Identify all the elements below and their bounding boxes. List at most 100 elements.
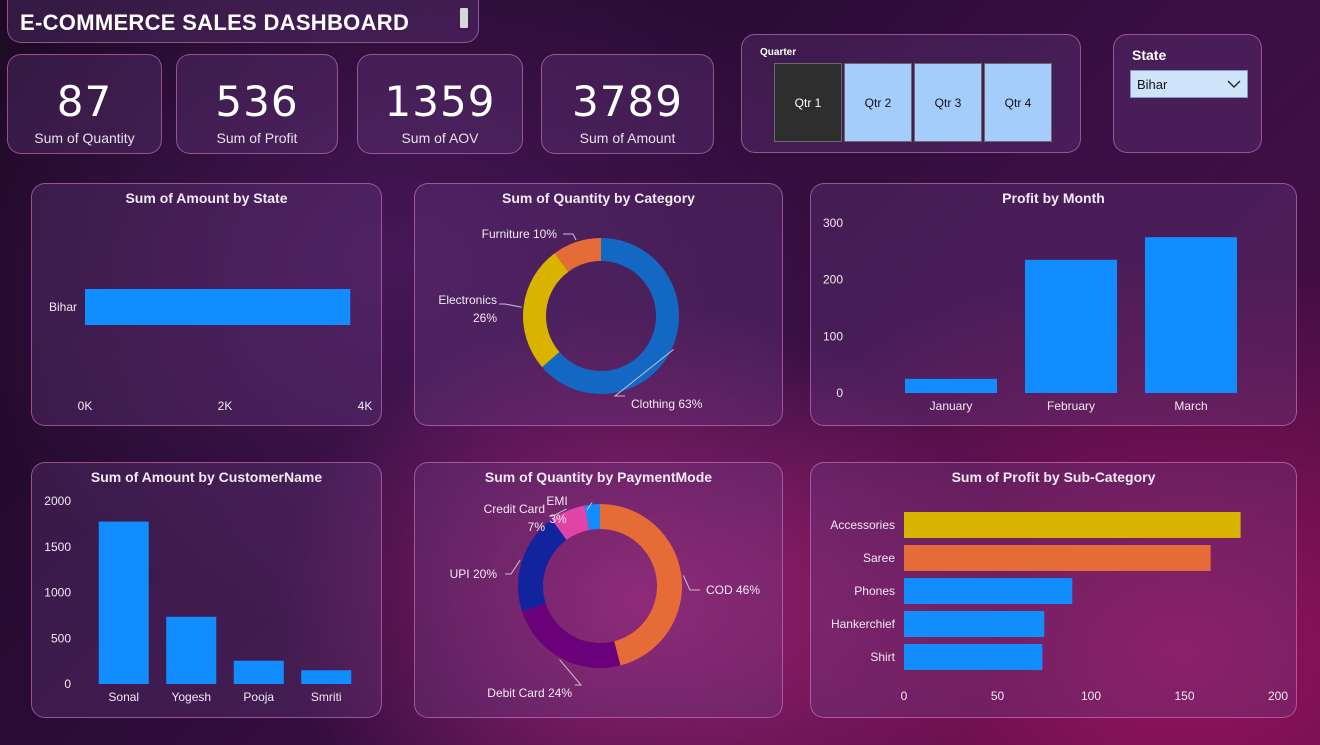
- quarter-button-q3[interactable]: Qtr 3: [914, 63, 982, 142]
- bar-sonal: [98, 521, 149, 684]
- state-dropdown-value: Bihar: [1137, 77, 1168, 92]
- quarter-button-q4[interactable]: Qtr 4: [984, 63, 1052, 142]
- slice-debit-card: [522, 603, 621, 668]
- bar-saree: [904, 545, 1211, 571]
- qty-by-category-visual: Sum of Quantity by Category Clothing 63%…: [414, 183, 783, 426]
- slice-label: COD 46%: [706, 583, 760, 597]
- x-tick-label: 0K: [78, 399, 93, 413]
- chevron-down-icon: [1227, 80, 1241, 88]
- kpi-card-quantity: 87 Sum of Quantity: [7, 54, 162, 154]
- category-label: Hankerchief: [831, 617, 896, 631]
- bar-smriti: [301, 670, 352, 684]
- bar-bihar: [85, 289, 351, 325]
- category-label: Smriti: [311, 690, 342, 704]
- qty-by-payment-chart: COD 46% Debit Card 24% UPI 20% Credit Card 7…: [450, 494, 761, 700]
- kpi-value: 3789: [572, 77, 683, 126]
- bar-january: [905, 378, 997, 393]
- profit-by-month-visual: Profit by Month January February March 0 100…: [810, 183, 1297, 426]
- qty-by-category-chart: Clothing 63% Electronics 26% Furniture 10%: [438, 227, 703, 411]
- chart-title: Sum of Amount by State: [125, 190, 288, 206]
- category-label: Phones: [854, 584, 895, 598]
- state-slicer-label: State: [1132, 47, 1167, 63]
- kpi-value: 536: [215, 77, 299, 126]
- slice-electronics: [523, 253, 569, 368]
- leader-line: [549, 508, 567, 517]
- chart-title: Profit by Month: [1002, 190, 1105, 206]
- x-tick-label: 200: [1268, 689, 1288, 703]
- leader-line: [613, 348, 675, 397]
- y-tick-label: 2000: [44, 494, 71, 508]
- bar-hankerchief: [904, 611, 1045, 637]
- leader-line: [682, 575, 700, 591]
- amount-by-state-visual: Sum of Amount by State Bihar 0K 2K 4K: [31, 183, 382, 426]
- slice-upi: [518, 519, 567, 612]
- y-tick-label: 1000: [44, 586, 71, 600]
- category-label: Bihar: [49, 300, 77, 314]
- scroll-handle-icon[interactable]: [460, 8, 468, 28]
- y-tick-label: 0: [64, 677, 71, 691]
- quarter-button-q1[interactable]: Qtr 1: [774, 63, 842, 142]
- qty-by-payment-visual: Sum of Quantity by PaymentMode COD 46% De…: [414, 462, 783, 718]
- kpi-card-aov: 1359 Sum of AOV: [357, 54, 523, 154]
- category-label: Sonal: [108, 690, 139, 704]
- chart-title: Sum of Amount by CustomerName: [90, 469, 323, 485]
- kpi-card-profit: 536 Sum of Profit: [176, 54, 338, 154]
- page-title: E-COMMERCE SALES DASHBOARD: [20, 10, 410, 35]
- x-tick-label: 150: [1174, 689, 1194, 703]
- title-banner: E-COMMERCE SALES DASHBOARD: [7, 0, 479, 43]
- slice-label: Clothing 63%: [631, 397, 703, 411]
- y-tick-label: 500: [51, 631, 71, 645]
- x-tick-label: 2K: [218, 399, 233, 413]
- category-label: February: [1047, 399, 1095, 413]
- bar-accessories: [904, 512, 1241, 538]
- y-tick-label: 300: [823, 216, 843, 230]
- quarter-button-q2[interactable]: Qtr 2: [844, 63, 912, 142]
- bar-shirt: [904, 644, 1043, 670]
- amount-by-customer-visual: Sum of Amount by CustomerName Sonal Yoges…: [31, 462, 382, 718]
- slice-label-value: 26%: [473, 311, 497, 325]
- leader-line: [563, 233, 577, 241]
- x-tick-label: 4K: [358, 399, 373, 413]
- bar-february: [1025, 259, 1117, 393]
- category-label: January: [930, 399, 973, 413]
- slice-label-value: 7%: [528, 520, 546, 534]
- kpi-value: 87: [56, 77, 113, 126]
- bar-phones: [904, 578, 1073, 604]
- bar-pooja: [233, 660, 284, 684]
- state-slicer: State Bihar: [1113, 34, 1262, 153]
- x-tick-label: 50: [991, 689, 1005, 703]
- slice-label: Credit Card: [484, 502, 545, 516]
- y-tick-label: 1500: [44, 540, 71, 554]
- kpi-value: 1359: [384, 77, 496, 126]
- slice-label-value: 3%: [549, 512, 567, 526]
- kpi-label: Sum of Profit: [216, 130, 298, 146]
- y-tick-label: 0: [836, 386, 843, 400]
- leader-line: [559, 659, 583, 686]
- slice-cod: [600, 504, 682, 666]
- quarter-slicer: Quarter Qtr 1 Qtr 2 Qtr 3 Qtr 4: [741, 34, 1081, 153]
- slice-label: Debit Card 24%: [487, 686, 572, 700]
- profit-by-month-chart: January February March 0 100 200 300: [823, 216, 1237, 413]
- category-label: Shirt: [870, 650, 895, 664]
- leader-line: [586, 502, 593, 511]
- category-label: Yogesh: [171, 690, 211, 704]
- x-tick-label: 100: [1081, 689, 1101, 703]
- quarter-slicer-label: Quarter: [760, 47, 797, 58]
- category-label: March: [1174, 399, 1207, 413]
- profit-by-subcategory-chart: Accessories Saree Phones Hankerchief Shirt 0 5…: [830, 512, 1288, 703]
- slice-label: Electronics: [438, 293, 497, 307]
- leader-line: [499, 303, 522, 308]
- slice-label: EMI: [546, 494, 567, 508]
- bar-march: [1145, 237, 1237, 393]
- kpi-card-amount: 3789 Sum of Amount: [541, 54, 714, 154]
- y-tick-label: 100: [823, 329, 843, 343]
- state-dropdown[interactable]: Bihar: [1130, 70, 1248, 98]
- slice-emi: [584, 504, 600, 531]
- slice-label: Furniture 10%: [482, 227, 558, 241]
- category-label: Saree: [863, 551, 895, 565]
- y-tick-label: 200: [823, 273, 843, 287]
- amount-by-customer-chart: Sonal Yogesh Pooja Smriti 0 500 1000 1500 2000: [44, 494, 352, 704]
- chart-title: Sum of Quantity by Category: [502, 190, 695, 206]
- amount-by-state-chart: Bihar 0K 2K 4K: [49, 289, 373, 413]
- bar-yogesh: [166, 616, 217, 684]
